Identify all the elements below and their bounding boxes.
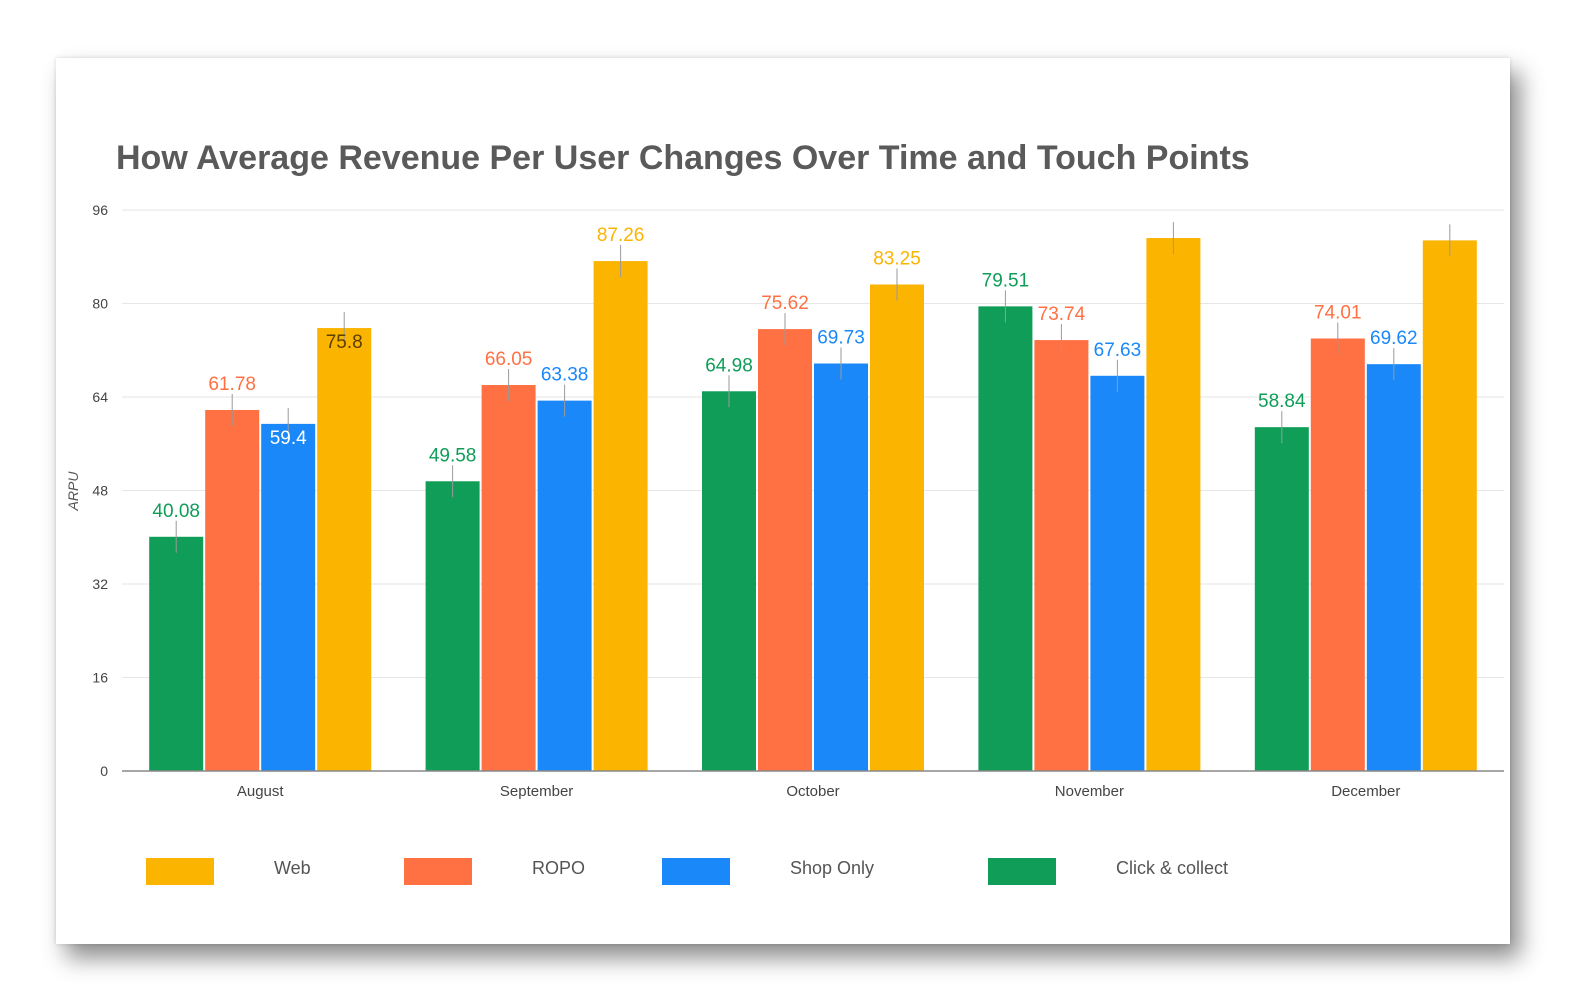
y-tick-label: 16 bbox=[92, 670, 108, 686]
data-label: 67.63 bbox=[1094, 340, 1142, 361]
legend-swatch bbox=[662, 858, 730, 885]
bar bbox=[317, 328, 372, 771]
bar bbox=[149, 536, 204, 771]
data-label: 69.62 bbox=[1370, 328, 1418, 349]
y-tick-label: 96 bbox=[92, 202, 108, 218]
data-label: 73.74 bbox=[1038, 304, 1086, 325]
data-label: 40.08 bbox=[152, 501, 200, 522]
x-tick-label: October bbox=[786, 783, 839, 800]
data-label: 79.51 bbox=[982, 270, 1030, 291]
x-tick-label: November bbox=[1055, 783, 1124, 800]
y-tick-label: 80 bbox=[92, 296, 108, 312]
legend-swatch bbox=[404, 858, 472, 885]
legend-swatch bbox=[988, 858, 1056, 885]
legend-swatch bbox=[146, 858, 214, 885]
data-label: 59.4 bbox=[270, 428, 307, 449]
bar bbox=[481, 385, 536, 771]
data-label: 61.78 bbox=[208, 374, 256, 395]
x-tick-label: September bbox=[500, 783, 573, 800]
bar bbox=[978, 306, 1033, 771]
bar bbox=[1090, 375, 1145, 771]
data-label: 66.05 bbox=[485, 349, 533, 370]
bar bbox=[758, 329, 812, 771]
bar bbox=[1310, 338, 1365, 771]
chart-card: How Average Revenue Per User Changes Ove… bbox=[56, 58, 1510, 944]
x-tick-label: December bbox=[1331, 783, 1400, 800]
bars bbox=[149, 222, 1477, 772]
bar bbox=[261, 423, 316, 771]
legend-label: Shop Only bbox=[790, 858, 874, 878]
y-axis-ticks: 0 16 32 48 64 80 96 bbox=[92, 202, 108, 779]
data-labels: 40.08 61.78 59.4 75.8 49.58 66.05 63.38 87.26 64… bbox=[152, 225, 1417, 522]
bar bbox=[814, 363, 868, 771]
data-label: 63.38 bbox=[541, 365, 589, 386]
data-label: 87.26 bbox=[597, 225, 645, 246]
bar bbox=[1146, 238, 1201, 772]
bar bbox=[1366, 364, 1421, 771]
bar bbox=[1254, 427, 1309, 771]
chart-svg: How Average Revenue Per User Changes Ove… bbox=[65, 139, 1504, 885]
bar bbox=[1034, 340, 1089, 771]
x-tick-label: August bbox=[237, 783, 285, 800]
legend-label: Click & collect bbox=[1116, 858, 1228, 878]
data-label: 75.62 bbox=[761, 293, 809, 314]
bar bbox=[702, 391, 756, 771]
bar bbox=[205, 409, 260, 771]
chart-title: How Average Revenue Per User Changes Ove… bbox=[116, 139, 1250, 177]
legend-label: ROPO bbox=[532, 858, 585, 878]
data-label: 64.98 bbox=[705, 355, 753, 376]
bar bbox=[593, 261, 648, 771]
x-axis: August September October November December bbox=[122, 770, 1504, 800]
y-tick-label: 48 bbox=[92, 483, 108, 499]
legend-label: Web bbox=[274, 858, 311, 878]
bar bbox=[870, 284, 924, 771]
y-axis-label: ARPU bbox=[65, 471, 81, 512]
data-label: 49.58 bbox=[429, 445, 477, 466]
bar bbox=[537, 400, 592, 771]
data-label: 75.8 bbox=[326, 332, 363, 353]
y-tick-label: 32 bbox=[92, 576, 108, 592]
data-label: 69.73 bbox=[817, 328, 865, 349]
data-label: 83.25 bbox=[873, 249, 921, 270]
data-label: 74.01 bbox=[1314, 303, 1362, 324]
y-tick-label: 64 bbox=[92, 389, 108, 405]
bar bbox=[425, 481, 480, 771]
data-label: 58.84 bbox=[1258, 391, 1306, 412]
bar bbox=[1422, 240, 1477, 771]
y-tick-label: 0 bbox=[100, 763, 108, 779]
legend: Web ROPO Shop Only Click & collect bbox=[146, 858, 1228, 885]
